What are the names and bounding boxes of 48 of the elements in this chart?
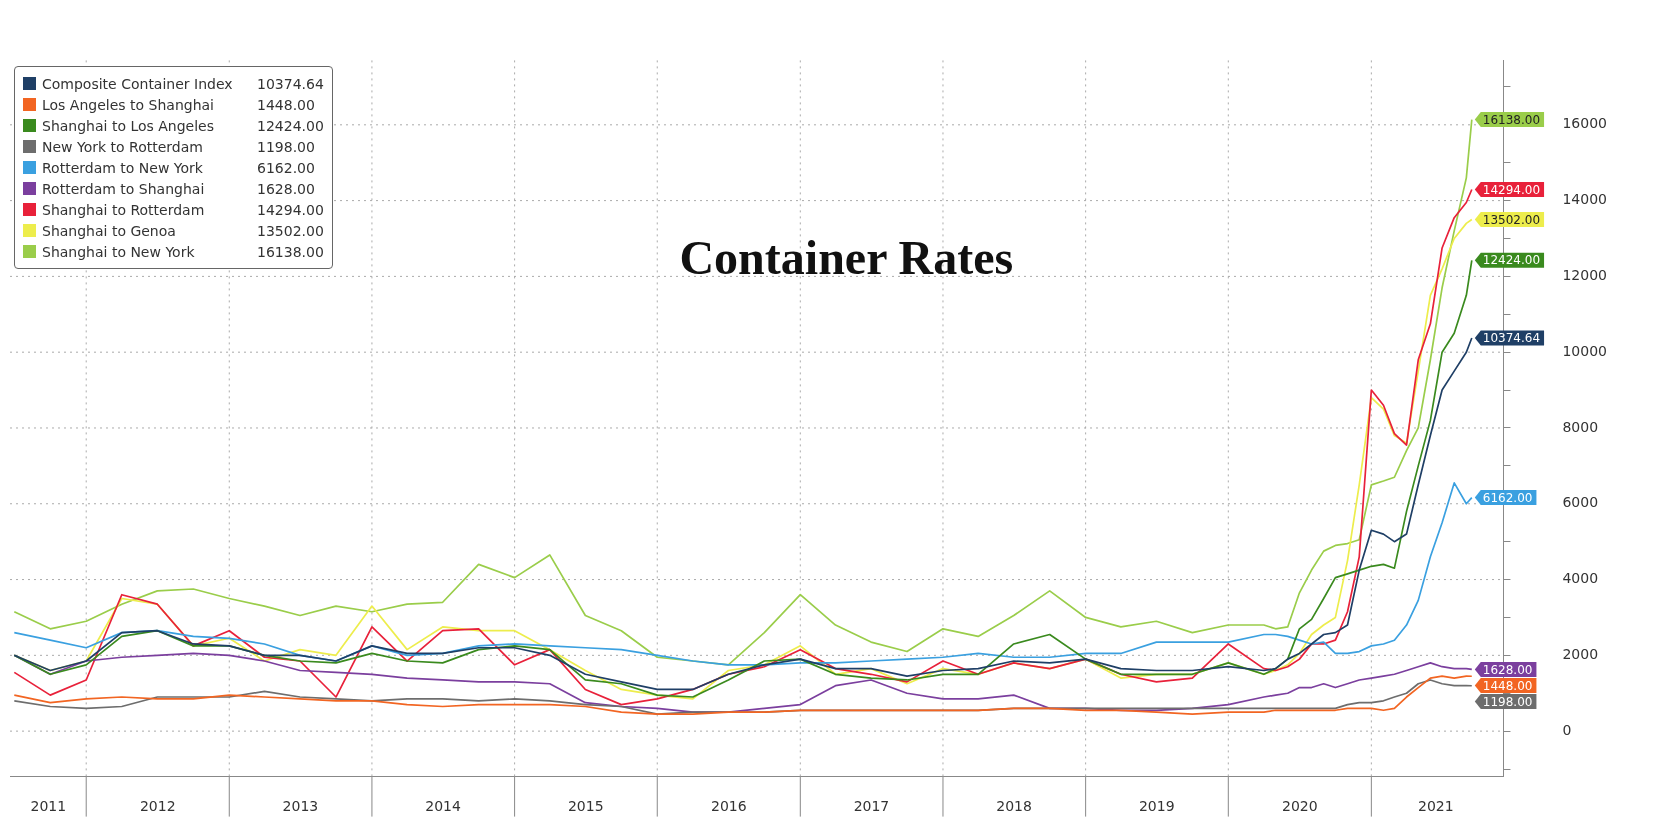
- data-label: 1448.00: [1482, 678, 1533, 693]
- y-tick-label: 4000: [1562, 570, 1599, 587]
- y-tick-label: 12000: [1562, 267, 1608, 284]
- text: 1448.00: [257, 96, 315, 113]
- text: 13502.00: [257, 222, 324, 239]
- text: 1628.00: [257, 180, 315, 197]
- y-tick-label: 6000: [1562, 494, 1599, 511]
- legend-label: Shanghai to Rotterdam: [42, 201, 206, 218]
- text: 12424.00: [257, 117, 324, 134]
- y-tick-label: 14000: [1562, 191, 1608, 208]
- text: 10374.64: [257, 75, 324, 92]
- x-tick-label: 2018: [996, 797, 1032, 814]
- legend-label: Shanghai to Genoa: [42, 222, 177, 239]
- x-tick-label: 2011: [30, 797, 67, 814]
- text: Container Rates: [679, 230, 1014, 286]
- text: 1198.00: [257, 138, 315, 155]
- y-tick-label: 8000: [1562, 418, 1599, 435]
- legend-label: Shanghai to Los Angeles: [42, 117, 215, 134]
- x-tick-label: 2013: [282, 797, 319, 814]
- data-label: 12424.00: [1482, 253, 1541, 268]
- data-label: 14294.00: [1482, 182, 1541, 197]
- y-tick-label: 16000: [1562, 115, 1608, 132]
- legend-label: Rotterdam to New York: [42, 159, 204, 176]
- legend-label: Composite Container Index: [42, 75, 234, 92]
- x-tick-label: 2021: [1418, 797, 1454, 814]
- legend-label: New York to Rotterdam: [42, 138, 204, 155]
- x-tick-label: 2014: [425, 797, 461, 814]
- data-label: 6162.00: [1482, 490, 1533, 505]
- x-tick-label: 2012: [139, 797, 176, 814]
- data-label: 1198.00: [1482, 694, 1533, 709]
- text: 16138.00: [257, 243, 324, 260]
- x-tick-label: 2019: [1138, 797, 1175, 814]
- x-tick-label: 2017: [853, 797, 890, 814]
- x-tick-label: 2015: [567, 797, 604, 814]
- x-tick-label: 2020: [1282, 797, 1318, 814]
- data-label: 1628.00: [1482, 662, 1533, 677]
- legend-label: Rotterdam to Shanghai: [42, 180, 206, 197]
- y-tick-label: 0: [1562, 721, 1572, 738]
- legend-label: Los Angeles to Shanghai: [42, 96, 215, 113]
- x-tick-label: 2016: [710, 797, 747, 814]
- y-tick-label: 2000: [1562, 645, 1599, 662]
- data-label: 10374.64: [1482, 331, 1541, 346]
- legend-label: Shanghai to New York: [42, 243, 196, 260]
- y-tick-label: 10000: [1562, 342, 1608, 359]
- data-label: 16138.00: [1482, 112, 1541, 127]
- data-label: 13502.00: [1482, 212, 1541, 227]
- text: 14294.00: [257, 201, 324, 218]
- text: 6162.00: [257, 159, 315, 176]
